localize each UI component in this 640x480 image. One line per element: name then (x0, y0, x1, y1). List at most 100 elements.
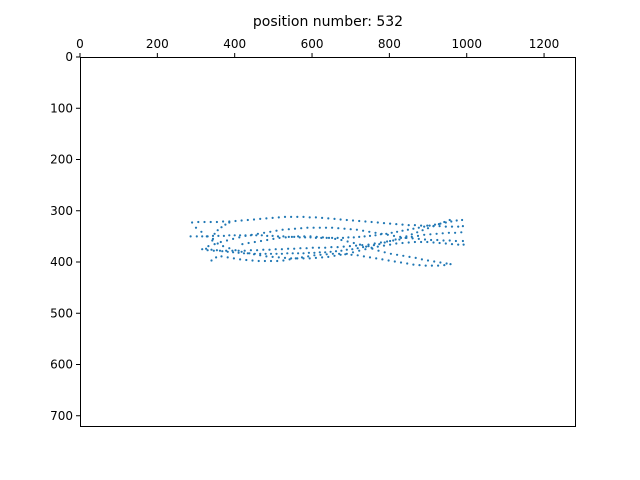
scatter-point (346, 240, 349, 243)
scatter-point (191, 221, 194, 224)
scatter-point (314, 256, 317, 259)
scatter-point (340, 249, 343, 252)
scatter-point (337, 227, 340, 230)
scatter-point (248, 252, 251, 255)
scatter-point (438, 241, 441, 245)
scatter-point (302, 252, 305, 255)
scatter-point (311, 246, 314, 249)
scatter-point (383, 241, 386, 244)
scatter-point (215, 220, 218, 224)
scatter-point (288, 258, 291, 261)
scatter-point (416, 231, 419, 234)
scatter-point (327, 255, 330, 258)
scatter-point (345, 248, 348, 251)
scatter-point (436, 238, 439, 242)
scatter-point (387, 259, 390, 262)
scatter-point (228, 247, 231, 250)
scatter-point (340, 238, 343, 242)
scatter-point (349, 228, 352, 231)
y-axis-left: 0 100 200 300 400 500 600 700 (50, 50, 80, 423)
scatter-point (282, 235, 285, 238)
scatter-point (224, 223, 227, 226)
scatter-point (368, 230, 371, 233)
scatter-point (259, 217, 262, 220)
scatter-point (358, 243, 362, 246)
scatter-point (221, 250, 224, 253)
scatter-point (389, 252, 392, 255)
scatter-point (263, 259, 266, 263)
scatter-point (410, 233, 413, 236)
scatter-point (423, 233, 426, 236)
scatter-point (399, 261, 403, 264)
scatter-point (266, 234, 269, 237)
scatter-point (342, 245, 345, 248)
scatter-point (433, 260, 436, 263)
scatter-point (315, 235, 318, 238)
scatter-point (290, 235, 293, 238)
scatter-point (429, 233, 432, 236)
y-tick-label: 200 (50, 153, 73, 167)
scatter-point (401, 229, 404, 232)
scatter-point (325, 253, 328, 256)
scatter-point (269, 230, 272, 233)
scatter-point (287, 247, 290, 250)
scatter-point (264, 252, 267, 255)
scatter-point (283, 256, 287, 259)
scatter-point (333, 217, 336, 220)
scatter-point (201, 235, 204, 238)
scatter-point (213, 243, 216, 246)
scatter-point (293, 235, 296, 238)
scatter-point (284, 236, 287, 239)
scatter-point (414, 256, 417, 259)
scatter-point (364, 248, 367, 251)
scatter-point (386, 233, 389, 236)
scatter-point (382, 244, 386, 247)
scatter-point (461, 225, 464, 228)
scatter-point (454, 239, 457, 243)
scatter-point (268, 248, 271, 251)
scatter-point (238, 236, 241, 239)
scatter-point (217, 234, 220, 237)
scatter-point (341, 236, 345, 239)
scatter-point (247, 241, 250, 245)
scatter-point (205, 235, 208, 238)
scatter-point (344, 253, 347, 256)
scatter-point (441, 232, 444, 235)
scatter-point (457, 243, 460, 246)
scatter-point (386, 240, 389, 243)
scatter-point (318, 226, 321, 229)
scatter-point (444, 242, 447, 245)
scatter-point (239, 234, 242, 237)
scatter-point (405, 235, 408, 238)
scatter-point (367, 245, 370, 248)
scatter-point (324, 251, 327, 254)
scatter-point (438, 225, 441, 228)
scatter-point (256, 232, 259, 235)
scatter-point (412, 227, 415, 230)
scatter-point (401, 223, 404, 226)
scatter-point (309, 235, 312, 238)
scatter-point (195, 235, 198, 238)
scatter-point (228, 221, 231, 224)
scatter-point (291, 252, 294, 255)
scatter-point (368, 234, 372, 237)
scatter-point (424, 264, 427, 267)
scatter-point (437, 264, 440, 267)
scatter-point (377, 249, 380, 252)
scatter-point (355, 228, 358, 231)
scatter-point (259, 239, 263, 243)
scatter-point (420, 258, 423, 261)
scatter-point (365, 245, 368, 248)
scatter-point (333, 254, 336, 257)
scatter-point (201, 248, 204, 251)
y-tick-label: 100 (50, 101, 73, 115)
scatter-point (375, 257, 378, 260)
x-tick-label: 0 (76, 37, 84, 51)
scatter-point (317, 246, 321, 249)
scatter-point (293, 227, 297, 230)
scatter-point (306, 226, 309, 229)
scatter-point (321, 236, 324, 239)
scatter-point (215, 249, 218, 252)
y-tick-label: 400 (50, 255, 73, 269)
scatter-point (252, 218, 256, 221)
